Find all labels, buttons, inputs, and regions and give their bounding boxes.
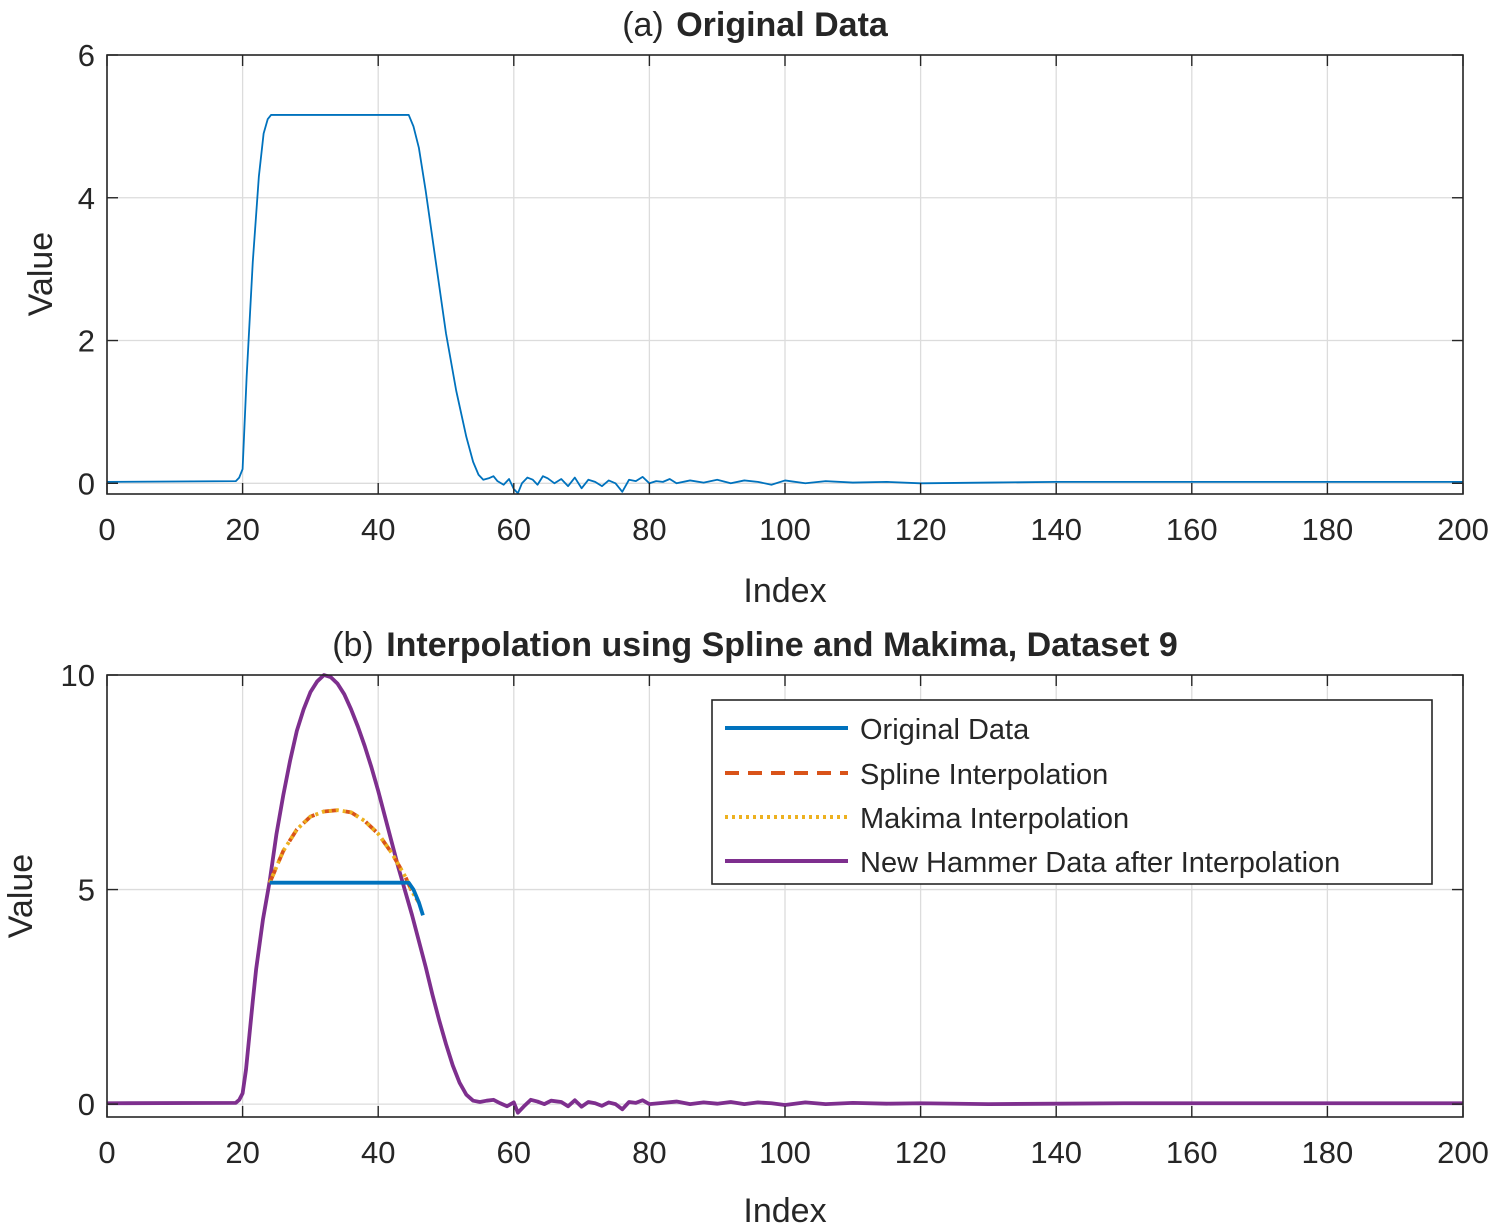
x-tick-label-a: 60 [497,512,531,547]
y-tick-label-a: 6 [78,38,95,73]
tick-labels-b: 0 20 40 60 80 100 120 140 160 180 200 0 5 10 [61,658,1489,1170]
y-tick-label-a: 2 [78,324,95,359]
series-line-b-2 [267,808,421,904]
y-tick-label-b: 5 [78,873,95,908]
x-tick-label-a: 20 [225,512,259,547]
x-axis-label-b: Index [743,1192,826,1228]
legend-label-spline: Spline Interpolation [860,759,1108,791]
legend-label-hammer: New Hammer Data after Interpolation [860,847,1340,879]
series-line-b-0 [269,880,425,916]
legend-entry-original: Original Data [725,714,1030,746]
x-tick-label-b: 160 [1166,1135,1218,1170]
x-tick-label-b: 140 [1030,1135,1082,1170]
legend-box [711,699,1433,885]
x-tick-label-b: 20 [225,1135,259,1170]
legend-entry-hammer: New Hammer Data after Interpolation [725,847,1340,879]
x-axis-label-a: Index [743,572,826,610]
legend-entry-makima: Makima Interpolation [725,803,1129,835]
x-tick-label-a: 100 [759,512,811,547]
title-a: (a) Original Data [622,6,889,44]
y-axis-label-b: Value [2,854,40,938]
y-tick-label-b: 10 [61,658,95,693]
x-tick-label-a: 0 [98,512,115,547]
series-line-a-0 [106,114,1463,495]
x-tick-label-a: 120 [895,512,947,547]
title-a-text: Original Data [676,6,889,44]
title-a-prefix: (a) [622,6,664,44]
x-tick-label-b: 60 [497,1135,531,1170]
x-tick-label-a: 80 [632,512,666,547]
x-tick-label-a: 40 [361,512,395,547]
series-line-b-3 [106,673,1463,1115]
legend-entry-spline: Spline Interpolation [725,759,1108,791]
x-tick-label-a: 200 [1437,512,1489,547]
legend-label-original: Original Data [860,714,1030,746]
x-tick-label-b: 100 [759,1135,811,1170]
x-tick-label-b: 40 [361,1135,395,1170]
series-group-a [106,114,1463,495]
x-tick-label-b: 200 [1437,1135,1489,1170]
panel-a-original-data: 0 20 40 60 80 100 120 140 160 180 200 0 2 4 6 (a) Orig… [22,6,1489,610]
y-tick-label-b: 0 [78,1087,95,1122]
y-axis-label-a: Value [22,232,60,316]
title-b: (b) Interpolation using Spline and Makim… [332,626,1178,664]
x-tick-label-a: 180 [1302,512,1354,547]
title-b-text: Interpolation using Spline and Makima, D… [386,626,1178,664]
y-tick-label-a: 4 [78,181,95,216]
x-tick-label-b: 120 [895,1135,947,1170]
x-tick-label-a: 160 [1166,512,1218,547]
x-tick-label-b: 0 [98,1135,115,1170]
y-tick-label-a: 0 [78,466,95,501]
x-tick-label-a: 140 [1030,512,1082,547]
x-tick-label-b: 80 [632,1135,666,1170]
tick-labels-a: 0 20 40 60 80 100 120 140 160 180 200 0 2 4 6 [78,38,1489,547]
legend: Original Data Spline Interpolation Makim… [711,699,1433,885]
legend-label-makima: Makima Interpolation [860,803,1129,835]
panel-b-interpolation: 0 20 40 60 80 100 120 140 160 180 200 0 5 10 (b) Inte… [2,626,1489,1228]
title-b-prefix: (b) [332,626,374,664]
series-group-b [106,673,1463,1115]
x-tick-label-b: 180 [1302,1135,1354,1170]
